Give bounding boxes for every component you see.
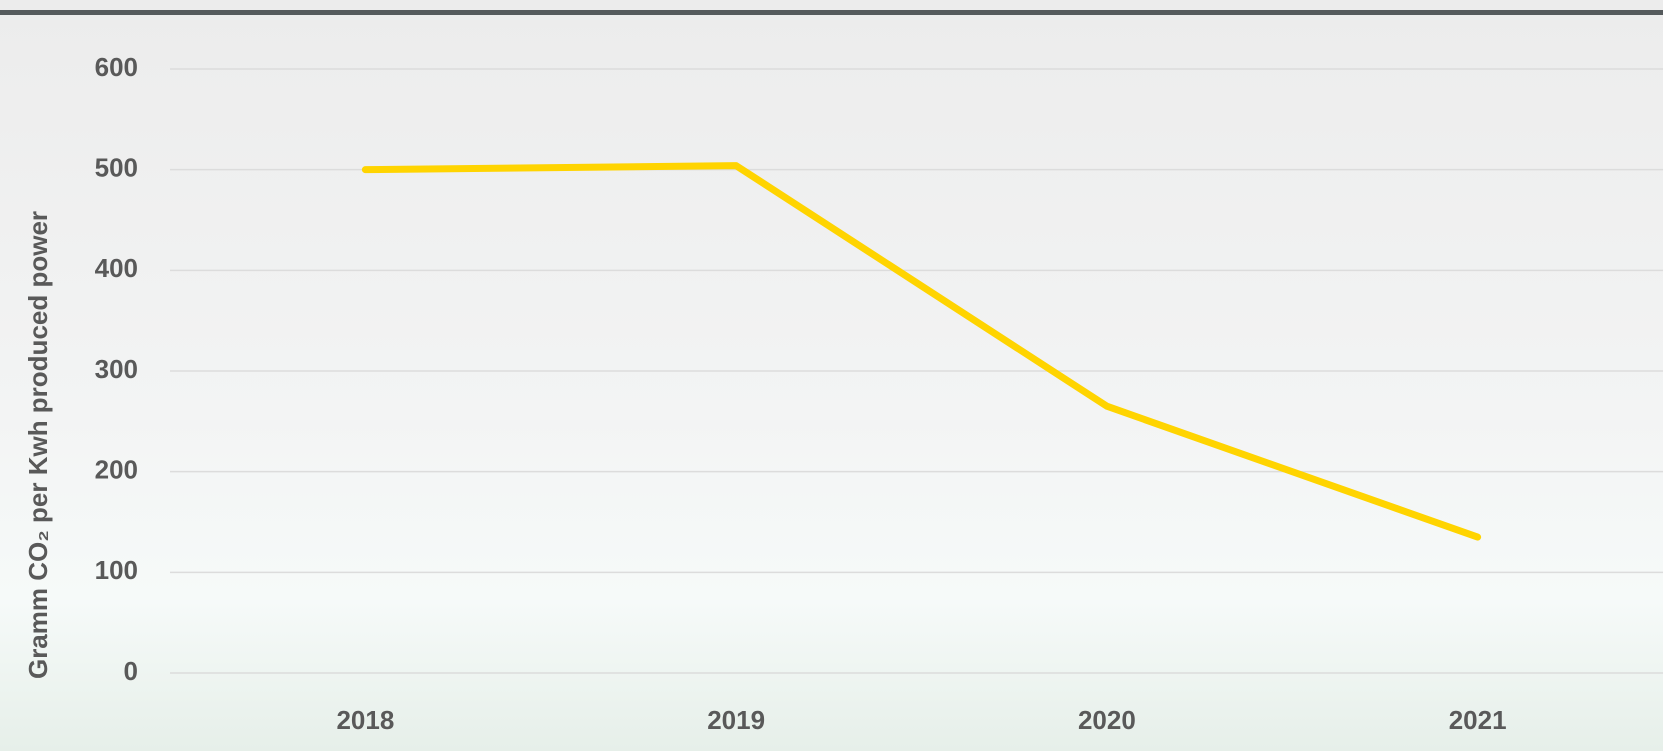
x-tick-label: 2018 [336,705,394,735]
x-tick-label: 2019 [707,705,765,735]
chart: Gramm CO₂ per Kwh produced power 0 100 200… [0,0,1663,751]
y-tick-label: 600 [95,52,138,82]
top-rule [0,10,1663,15]
y-tick-label: 500 [95,153,138,183]
x-tick-label: 2020 [1078,705,1136,735]
y-tick-label: 300 [95,354,138,384]
y-axis-title: Gramm CO₂ per Kwh produced power [23,211,53,679]
y-tick-label: 400 [95,253,138,283]
y-tick-label: 100 [95,555,138,585]
page: Gramm CO₂ per Kwh produced power 0 100 200… [0,0,1663,751]
background [0,0,1663,751]
x-tick-label: 2021 [1449,705,1507,735]
y-tick-label: 200 [95,455,138,485]
y-tick-label: 0 [124,656,138,686]
